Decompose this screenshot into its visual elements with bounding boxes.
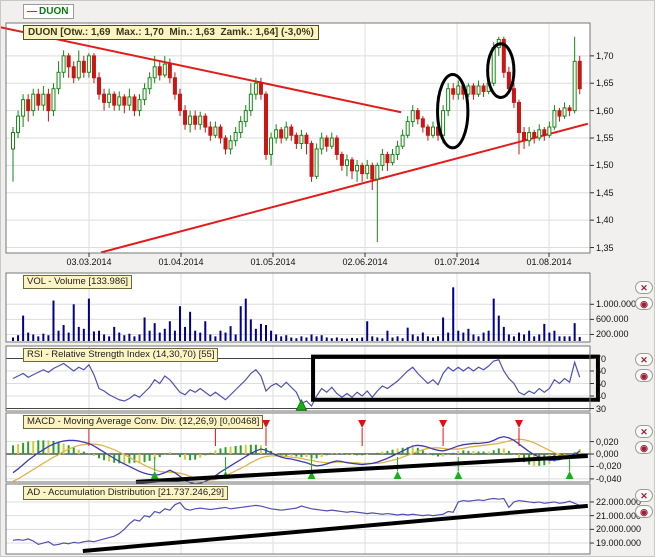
price-y-tick-label: 1,40: [596, 215, 614, 226]
price-y-tick-label: 1,45: [596, 187, 614, 198]
ad-y-tick-label: 19.000.000: [596, 538, 642, 549]
x-axis-date-label: 01.05.2014: [250, 257, 296, 267]
ad-panel-header: AD - Accumulation Distribution [21.737.2…: [23, 486, 228, 500]
price-y-tick-label: 1,55: [596, 133, 614, 143]
rsi-close-button[interactable]: ✕: [635, 353, 653, 366]
ad-y-tick-label: 21.000.000: [596, 510, 642, 521]
price-y-tick-label: 1,50: [596, 160, 614, 171]
volume-y-tick-label: 1.000.000: [596, 299, 637, 310]
macd-y-tick-label: -0,040: [596, 473, 622, 484]
rsi-y-tick-label: 60: [596, 366, 607, 376]
macd-y-tick-label: 0,000: [596, 449, 619, 460]
volume-y-tick-label: 200.000: [596, 329, 629, 340]
rsi-panel-header: RSI - Relative Strength Index (14,30,70)…: [23, 348, 219, 362]
macd-panel-header: MACD - Moving Average Conv. Div. (12,26,…: [23, 415, 264, 429]
macd-close-button[interactable]: ✕: [635, 425, 653, 438]
x-axis-date-label: 03.03.2014: [66, 257, 112, 267]
price-y-tick-label: 1,70: [596, 50, 614, 61]
ad-close-button[interactable]: ✕: [635, 489, 653, 502]
volume-panel-header: VOL - Volume [133.986]: [23, 275, 133, 289]
rsi-y-tick-label: 50: [596, 378, 607, 389]
macd-y-tick-label: 0,020: [596, 436, 619, 447]
ad-isolate-button[interactable]: ◉: [635, 505, 653, 518]
price-y-tick-label: 1,60: [596, 105, 614, 116]
volume-close-button[interactable]: ✕: [635, 281, 653, 294]
series-legend: — DUON: [23, 4, 75, 19]
x-axis-date-label: 01.08.2014: [526, 257, 572, 267]
x-axis-date-label: 02.06.2014: [342, 257, 388, 267]
legend-line-sample: —: [27, 6, 37, 17]
macd-y-tick-label: -0,020: [596, 461, 622, 472]
volume-isolate-button[interactable]: ◉: [635, 297, 653, 310]
rsi-y-tick-label: 30: [596, 403, 607, 414]
x-axis-date-label: 01.07.2014: [434, 257, 480, 267]
macd-isolate-button[interactable]: ◉: [635, 441, 653, 454]
ad-y-tick-label: 20.000.000: [596, 524, 642, 535]
legend-symbol: DUON: [39, 6, 69, 17]
ad-y-tick-label: 22.000.000: [596, 496, 642, 507]
rsi-y-tick-label: 70: [596, 353, 607, 364]
volume-y-tick-label: 600.000: [596, 314, 629, 325]
price-y-tick-label: 1,65: [596, 78, 614, 89]
x-axis-date-label: 01.04.2014: [158, 257, 204, 267]
rsi-isolate-button[interactable]: ◉: [635, 369, 653, 382]
price-y-tick-label: 1,35: [596, 242, 614, 253]
rsi-y-tick-label: 40: [596, 391, 607, 401]
ohlc-tooltip: DUON [Otw.: 1,69 Max.: 1,70 Min.: 1,63 Z…: [23, 25, 319, 40]
